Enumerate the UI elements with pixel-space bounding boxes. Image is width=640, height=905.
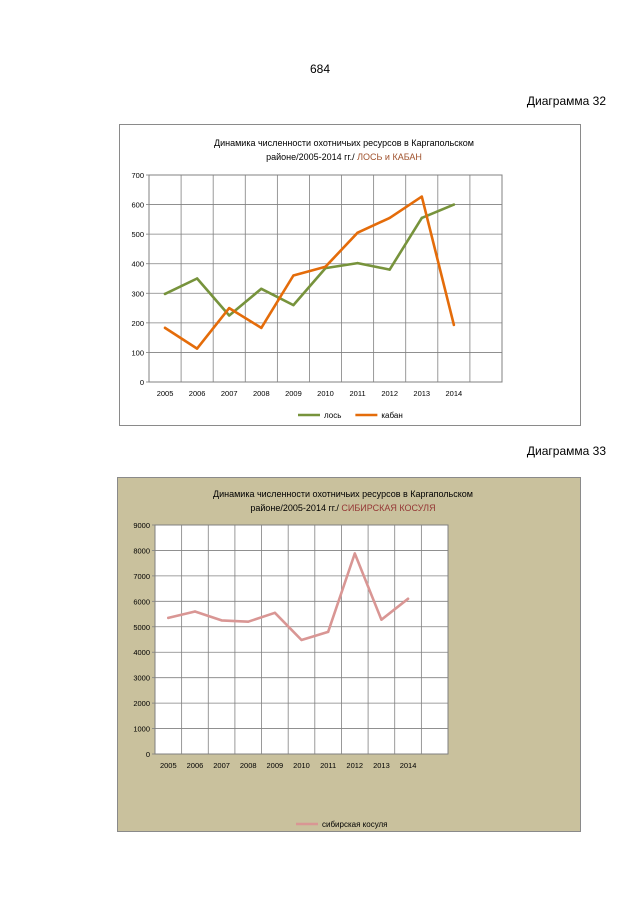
roe-deer-series-0-point <box>353 552 356 555</box>
chart-moose-boar: Динамика численности охотничьих ресурсов… <box>119 124 581 426</box>
moose-boar-x-tick-label: 2005 <box>157 389 174 398</box>
moose-boar-y-tick-label: 100 <box>131 348 144 357</box>
moose-boar-legend-label-0: лось <box>324 411 341 420</box>
chart-moose-boar-svg: Динамика численности охотничьих ресурсов… <box>131 138 503 420</box>
moose-boar-series-0-point <box>356 261 359 265</box>
diagram-caption-32: Диаграмма 32 <box>526 94 606 108</box>
chart-roe-deer-svg: Динамика численности охотничьих ресурсов… <box>133 489 473 829</box>
moose-boar-x-tick-label: 2007 <box>221 389 238 398</box>
roe-deer-x-tick-label: 2007 <box>213 761 230 770</box>
moose-boar-series-1-point <box>452 323 456 327</box>
moose-boar-series-1-point <box>195 347 199 350</box>
roe-deer-x-tick-label: 2011 <box>320 761 336 770</box>
roe-deer-x-tick-label: 2010 <box>293 761 310 770</box>
moose-boar-series-1-point <box>356 231 359 234</box>
roe-deer-title-line-2: районе/2005-2014 гг./ СИБИРСКАЯ КОСУЛЯ <box>250 503 435 513</box>
chart-roe-deer: Динамика численности охотничьих ресурсов… <box>117 477 581 832</box>
roe-deer-series-0-point <box>220 619 223 622</box>
roe-deer-series-0-point <box>193 610 197 613</box>
moose-boar-title-line-1: Динамика численности охотничьих ресурсов… <box>214 138 474 148</box>
roe-deer-series-line-0 <box>166 552 410 642</box>
moose-boar-series-line-1 <box>163 195 456 350</box>
roe-deer-x-tick-label: 2005 <box>160 761 177 770</box>
moose-boar-x-tick-label: 2014 <box>446 389 463 398</box>
roe-deer-y-tick-label: 8000 <box>133 546 150 555</box>
moose-boar-title-period: районе/2005-2014 гг./ <box>266 152 357 162</box>
roe-deer-series-0-point <box>300 638 303 642</box>
moose-boar-x-tick-label: 2013 <box>413 389 430 398</box>
roe-deer-y-tick-label: 0 <box>146 750 150 759</box>
moose-boar-y-tick-label: 600 <box>131 201 144 210</box>
moose-boar-title-line-2: районе/2005-2014 гг./ ЛОСЬ и КАБАН <box>266 152 422 162</box>
moose-boar-series-0-point <box>388 268 391 271</box>
roe-deer-x-tick-label: 2012 <box>346 761 363 770</box>
moose-boar-y-tick-label: 500 <box>131 230 144 239</box>
moose-boar-y-tick-label: 300 <box>131 289 144 298</box>
moose-boar-series-1-point <box>260 326 263 330</box>
roe-deer-y-tick-label: 1000 <box>133 725 150 734</box>
roe-deer-legend-label-0: сибирская косуля <box>322 820 388 829</box>
moose-boar-series-0-point <box>260 287 263 291</box>
moose-boar-x-tick-label: 2012 <box>381 389 398 398</box>
roe-deer-y-tick-label: 7000 <box>133 572 150 581</box>
roe-deer-y-tick-label: 4000 <box>133 648 150 657</box>
moose-boar-series-0-point <box>163 292 167 296</box>
moose-boar-series-1-point <box>420 195 423 198</box>
moose-boar-series-1-point <box>228 306 231 310</box>
moose-boar-y-tick-label: 0 <box>140 378 144 387</box>
moose-boar-x-tick-label: 2006 <box>189 389 206 398</box>
moose-boar-series-0-point <box>420 216 423 220</box>
moose-boar-x-tick-label: 2010 <box>317 389 334 398</box>
moose-boar-series-line-0 <box>163 203 456 317</box>
moose-boar-y-tick-label: 700 <box>131 171 144 180</box>
diagram-caption-33: Диаграмма 33 <box>526 444 606 458</box>
roe-deer-title-species: СИБИРСКАЯ КОСУЛЯ <box>341 503 435 513</box>
roe-deer-title-line-1: Динамика численности охотничьих ресурсов… <box>213 489 473 499</box>
roe-deer-y-tick-label: 3000 <box>133 674 150 683</box>
roe-deer-series-0-point <box>247 620 250 623</box>
moose-boar-series-1-point <box>388 216 391 220</box>
moose-boar-series-0-point <box>228 314 231 317</box>
moose-boar-series-0-point <box>292 303 295 307</box>
moose-boar-series-1-point <box>292 274 295 277</box>
roe-deer-x-tick-label: 2013 <box>373 761 390 770</box>
moose-boar-legend-label-1: кабан <box>381 411 402 420</box>
roe-deer-x-tick-label: 2008 <box>240 761 257 770</box>
roe-deer-y-tick-label: 9000 <box>133 521 150 530</box>
roe-deer-x-tick-label: 2006 <box>187 761 204 770</box>
roe-deer-series-0-point <box>167 616 170 620</box>
roe-deer-y-tick-label: 5000 <box>133 623 150 632</box>
roe-deer-y-tick-label: 6000 <box>133 597 150 606</box>
roe-deer-series-0-point <box>273 611 277 614</box>
roe-deer-series-0-point <box>326 630 330 634</box>
roe-deer-x-tick-label: 2014 <box>400 761 417 770</box>
moose-boar-series-0-point <box>195 277 199 280</box>
moose-boar-y-tick-label: 400 <box>131 260 144 269</box>
roe-deer-x-tick-label: 2009 <box>267 761 284 770</box>
roe-deer-series-0-point <box>406 597 410 600</box>
moose-boar-series-1-point <box>163 326 167 330</box>
moose-boar-x-tick-label: 2009 <box>285 389 302 398</box>
roe-deer-y-tick-label: 2000 <box>133 699 150 708</box>
moose-boar-title-species: ЛОСЬ и КАБАН <box>357 152 422 162</box>
roe-deer-series-0-point <box>380 618 383 621</box>
moose-boar-x-tick-label: 2008 <box>253 389 270 398</box>
moose-boar-x-tick-label: 2011 <box>350 389 366 398</box>
moose-boar-series-0-point <box>452 203 456 206</box>
moose-boar-y-tick-label: 200 <box>131 319 144 328</box>
moose-boar-series-1-point <box>324 265 327 268</box>
roe-deer-title-period: районе/2005-2014 гг./ <box>250 503 341 513</box>
page-number: 684 <box>309 62 331 76</box>
